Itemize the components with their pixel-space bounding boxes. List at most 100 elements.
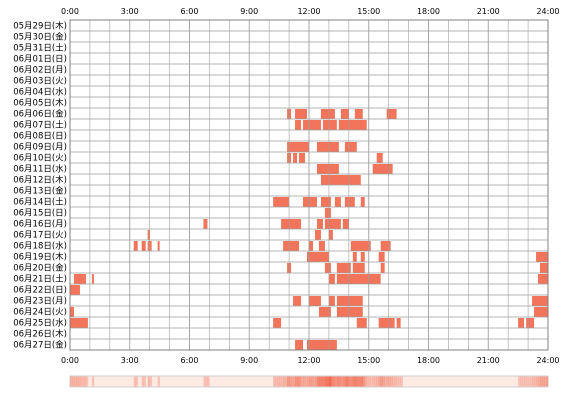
activity-bar — [307, 252, 329, 262]
activity-bar — [328, 274, 335, 284]
activity-bar — [338, 120, 367, 130]
time-tick-label: 18:00 — [417, 356, 440, 365]
summary-slot — [536, 376, 539, 387]
summary-slot — [205, 376, 208, 387]
date-label: 06月06日(金) — [13, 109, 67, 120]
activity-bar — [336, 263, 351, 273]
activity-bar — [320, 175, 361, 185]
summary-slot — [374, 376, 378, 387]
summary-slot — [326, 376, 330, 387]
summary-slot — [524, 376, 527, 387]
summary-slot — [546, 376, 549, 387]
time-tick-label: 9:00 — [240, 7, 258, 16]
activity-bar — [309, 296, 321, 306]
time-tick-label: 0:00 — [61, 7, 79, 16]
summary-slot — [376, 376, 380, 387]
activity-bar — [320, 109, 335, 119]
date-label: 06月11日(水) — [13, 164, 67, 175]
date-label: 06月20日(金) — [13, 263, 67, 274]
date-label: 06月15日(日) — [13, 209, 67, 219]
activity-bar — [316, 219, 323, 229]
summary-slot — [81, 376, 85, 387]
summary-slot — [307, 376, 310, 387]
summary-slot — [309, 376, 312, 387]
summary-slot — [530, 376, 533, 387]
activity-bar — [540, 263, 548, 273]
activity-bar — [295, 120, 302, 130]
date-label: 06月02日(月) — [13, 66, 67, 76]
summary-slot — [297, 376, 300, 387]
activity-bar — [378, 252, 385, 262]
activity-bar — [526, 318, 535, 328]
activity-bar — [273, 318, 282, 328]
time-tick-label: 9:00 — [240, 356, 258, 365]
date-labels: 05月29日(木)05月30日(金)05月31日(土)06月01日(日)06月0… — [13, 21, 67, 351]
activity-bar — [324, 208, 331, 218]
summary-slot — [332, 376, 336, 387]
date-label: 06月14日(土) — [13, 197, 67, 208]
activity-bar — [295, 340, 304, 350]
summary-slot — [526, 376, 529, 387]
time-tick-label: 6:00 — [181, 7, 199, 16]
summary-slot — [279, 376, 282, 387]
summary-slot — [392, 376, 395, 387]
summary-slot — [295, 376, 298, 387]
time-tick-label: 24:00 — [536, 7, 559, 16]
summary-slot — [344, 376, 348, 387]
summary-slot — [358, 376, 362, 387]
summary-slot — [70, 376, 73, 387]
activity-bar — [307, 340, 337, 350]
grid — [69, 19, 549, 351]
activity-bar — [378, 318, 395, 328]
summary-slot — [542, 376, 545, 387]
activity-bar — [303, 197, 317, 207]
summary-slot — [143, 376, 146, 387]
summary-slot — [285, 376, 288, 387]
date-label: 06月25日(水) — [13, 318, 67, 329]
activity-bar — [73, 274, 86, 284]
activity-bar — [303, 120, 321, 130]
summary-slot — [328, 376, 332, 387]
summary-slot — [532, 376, 535, 387]
activity-bar — [350, 241, 371, 251]
summary-slot — [356, 376, 360, 387]
activity-bar — [532, 296, 548, 306]
date-label: 06月26日(木) — [13, 329, 67, 340]
summary-slot — [318, 376, 322, 387]
activity-bar — [133, 241, 138, 251]
summary-slot — [305, 376, 308, 387]
activity-bar — [299, 153, 306, 163]
activity-bar — [336, 296, 363, 306]
top-time-axis: 0:00 3:00 6:00 9:00 12:00 15:00 18:00 21:00 24:0… — [61, 7, 560, 16]
summary-slot — [135, 376, 139, 387]
summary-slot — [340, 376, 344, 387]
activity-bar — [320, 197, 331, 207]
activity-bar — [314, 230, 321, 240]
summary-slot — [312, 376, 316, 387]
activity-bar — [70, 318, 88, 328]
activity-bar — [295, 109, 308, 119]
activity-bar — [538, 274, 548, 284]
activity-bar — [157, 241, 160, 251]
summary-slot — [388, 376, 391, 387]
summary-slot — [320, 376, 324, 387]
date-label: 06月01日(日) — [13, 55, 67, 65]
summary-slot — [538, 376, 541, 387]
summary-slot — [303, 376, 306, 387]
activity-bar — [324, 263, 331, 273]
summary-slot — [398, 376, 401, 387]
time-tick-label: 3:00 — [121, 356, 139, 365]
summary-slot — [73, 376, 77, 387]
date-label: 06月04日(水) — [13, 87, 67, 98]
activity-bar — [70, 307, 74, 317]
summary-slot — [540, 376, 543, 387]
summary-slot — [277, 376, 280, 387]
summary-slot — [518, 376, 521, 387]
date-label: 05月31日(土) — [13, 43, 67, 54]
date-label: 06月22日(日) — [13, 286, 67, 296]
summary-slot — [147, 376, 150, 387]
summary-slot — [368, 376, 372, 387]
summary-slot — [348, 376, 352, 387]
summary-slot — [336, 376, 340, 387]
time-tick-label: 24:00 — [536, 356, 559, 365]
